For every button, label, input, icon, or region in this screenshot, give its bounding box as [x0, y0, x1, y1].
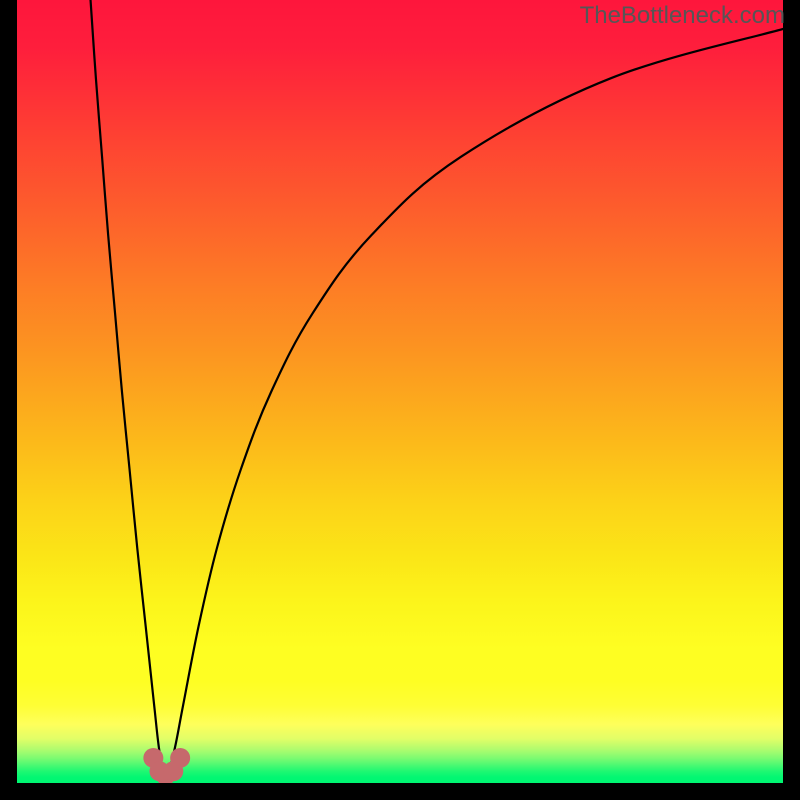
- optimal-marker: [170, 748, 190, 768]
- curve-svg: [17, 0, 783, 783]
- plot-area: [17, 0, 783, 783]
- bottleneck-curve: [91, 0, 783, 779]
- watermark-text: TheBottleneck.com: [580, 2, 785, 30]
